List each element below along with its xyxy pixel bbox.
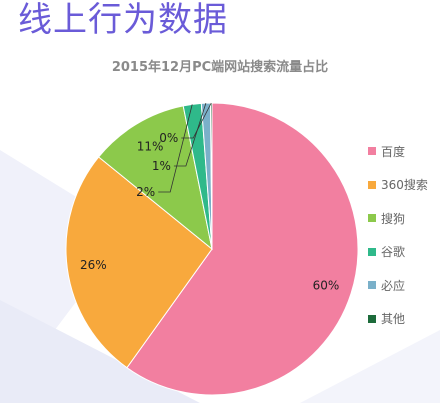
- data-label-1: 26%: [80, 258, 107, 272]
- pie-slice-1: [65, 156, 213, 369]
- legend-swatch-4: [368, 281, 376, 290]
- legend-label-4: 必应: [381, 278, 406, 293]
- pie-slice-5: [209, 102, 213, 250]
- data-label-0: 60%: [313, 279, 340, 293]
- leader-line-5: [181, 102, 212, 139]
- legend-label-2: 搜狗: [381, 211, 406, 226]
- data-label-4: 1%: [152, 159, 171, 173]
- data-label-2: 11%: [137, 140, 164, 154]
- legend-label-0: 百度: [381, 144, 406, 159]
- legend-swatch-5: [368, 314, 376, 323]
- legend-item-3[interactable]: 谷歌: [368, 244, 428, 260]
- pie-slice-2: [97, 105, 213, 251]
- chart-title: 2015年12月PC端网站搜索流量占比: [111, 60, 329, 75]
- data-label-5: 0%: [159, 131, 178, 145]
- legend-label-3: 谷歌: [381, 245, 406, 260]
- chart-legend: 百度 360搜索搜狗谷歌必应其他: [368, 143, 428, 345]
- legend-item-2[interactable]: 搜狗: [368, 210, 428, 226]
- legend-label-5: 其他: [381, 312, 406, 327]
- page-title: 线上行为数据: [18, 0, 228, 40]
- data-label-3: 2%: [136, 185, 155, 199]
- legend-swatch-3: [368, 247, 376, 256]
- legend-item-1[interactable]: 360搜索: [368, 177, 428, 193]
- legend-item-4[interactable]: 必应: [368, 277, 428, 293]
- legend-item-5[interactable]: 其他: [368, 311, 428, 327]
- legend-swatch-2: [368, 214, 376, 223]
- leader-line-4: [173, 103, 207, 167]
- leader-line-3: [158, 104, 193, 193]
- pie-slice-0: [126, 102, 359, 396]
- legend-swatch-1: [368, 180, 376, 189]
- legend-swatch-0: [368, 147, 376, 155]
- legend-label-1: 360搜索: [381, 178, 428, 193]
- legend-item-0[interactable]: 百度: [368, 143, 428, 159]
